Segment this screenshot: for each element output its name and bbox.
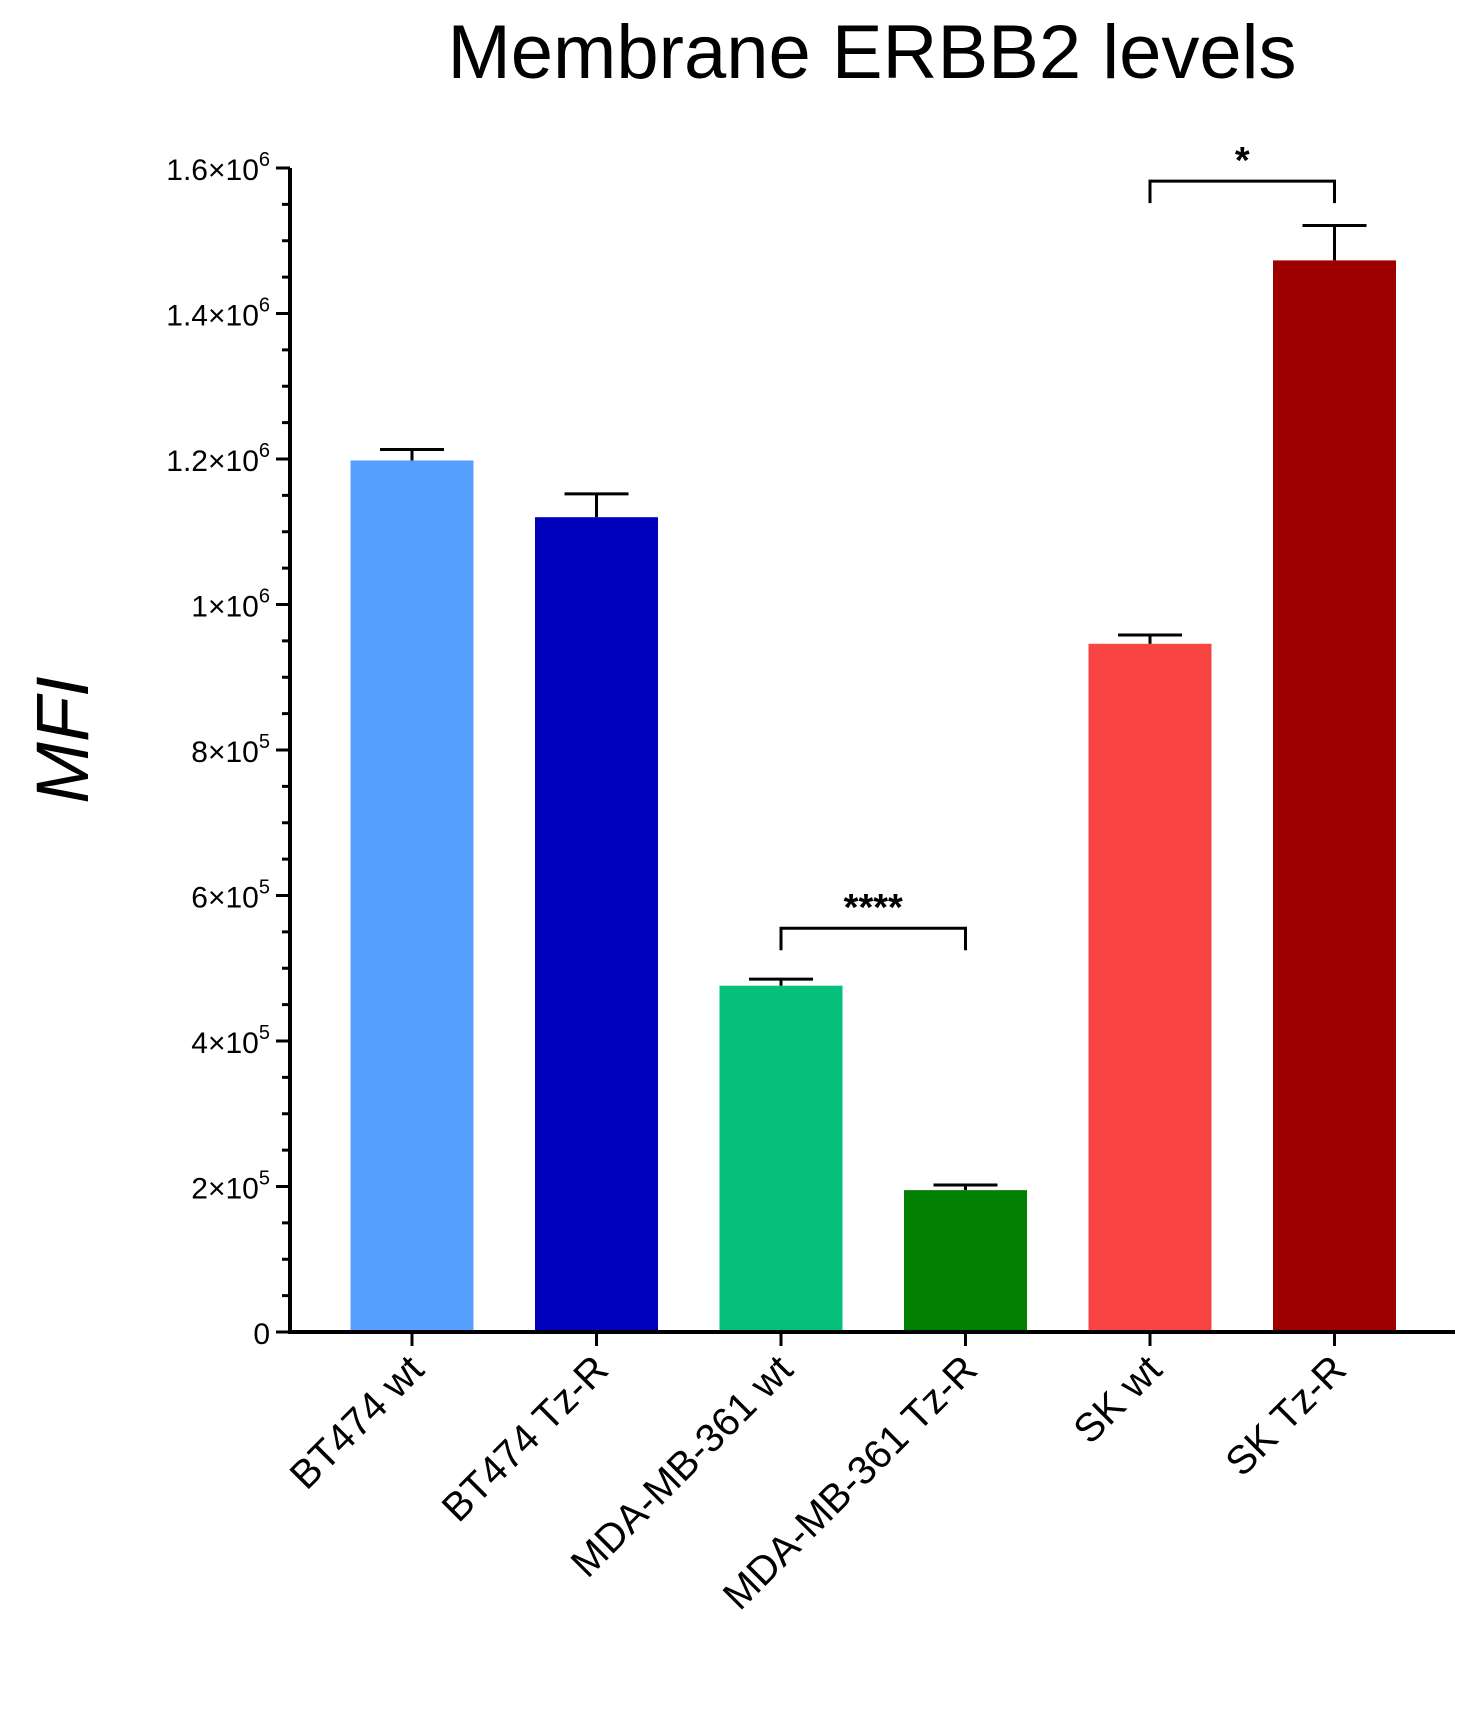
axes (288, 168, 1455, 1346)
y-tick-exponent: 6 (259, 149, 270, 171)
y-tick-label: 6×105 (191, 877, 270, 915)
y-tick-mantissa: 1×10 (191, 591, 259, 624)
significance-label: **** (844, 887, 903, 929)
y-tick-mantissa: 1.4×10 (166, 300, 259, 333)
bar-5 (1088, 643, 1212, 1332)
chart-title: Membrane ERBB2 levels (447, 10, 1296, 95)
y-tick-exponent: 6 (259, 586, 270, 608)
y-tick-label: 1.2×106 (166, 440, 270, 478)
y-tick-exponent: 6 (259, 440, 270, 462)
y-tick-mantissa: 1.6×10 (166, 154, 259, 187)
y-tick-label: 4×105 (191, 1022, 270, 1060)
y-axis-label: MFI (21, 676, 104, 803)
y-tick-mantissa: 4×10 (191, 1027, 259, 1060)
y-tick-exponent: 5 (259, 1022, 270, 1044)
y-tick-mantissa: 1.2×10 (166, 445, 259, 478)
y-tick-exponent: 5 (259, 1168, 270, 1190)
y-tick-mantissa: 8×10 (191, 736, 259, 769)
y-tick-label: 0 (253, 1318, 270, 1351)
y-tick-label: 1.4×106 (166, 295, 270, 333)
bar-6 (1273, 260, 1396, 1333)
y-tick-label: 2×105 (191, 1168, 270, 1206)
y-tick-mantissa: 0 (253, 1318, 270, 1351)
y-tick-exponent: 6 (259, 295, 270, 317)
bar-4 (904, 1190, 1027, 1332)
bar-1 (350, 460, 474, 1333)
bars (350, 223, 1396, 1333)
y-tick-exponent: 5 (259, 877, 270, 899)
x-category-label: BT474 wt (282, 1347, 433, 1498)
significance-brackets: ***** (779, 140, 1336, 951)
significance-bracket (1148, 179, 1336, 204)
y-tick-mantissa: 2×10 (191, 1173, 259, 1206)
y-axis-ticks: 02×1054×1056×1058×1051×1061.2×1061.4×106… (166, 149, 290, 1351)
y-tick-label: 1×106 (191, 586, 270, 624)
x-category-label: BT474 Tz-R (434, 1347, 617, 1530)
x-category-label: SK wt (1065, 1347, 1170, 1452)
y-tick-exponent: 5 (259, 731, 270, 753)
significance-label: * (1235, 140, 1250, 182)
bar-2 (535, 517, 658, 1332)
y-tick-label: 1.6×106 (166, 149, 270, 187)
y-tick-label: 8×105 (191, 731, 270, 769)
x-category-label: SK Tz-R (1217, 1347, 1354, 1484)
bar-3 (719, 985, 843, 1332)
y-tick-mantissa: 6×10 (191, 882, 259, 915)
significance-bracket (779, 926, 967, 951)
